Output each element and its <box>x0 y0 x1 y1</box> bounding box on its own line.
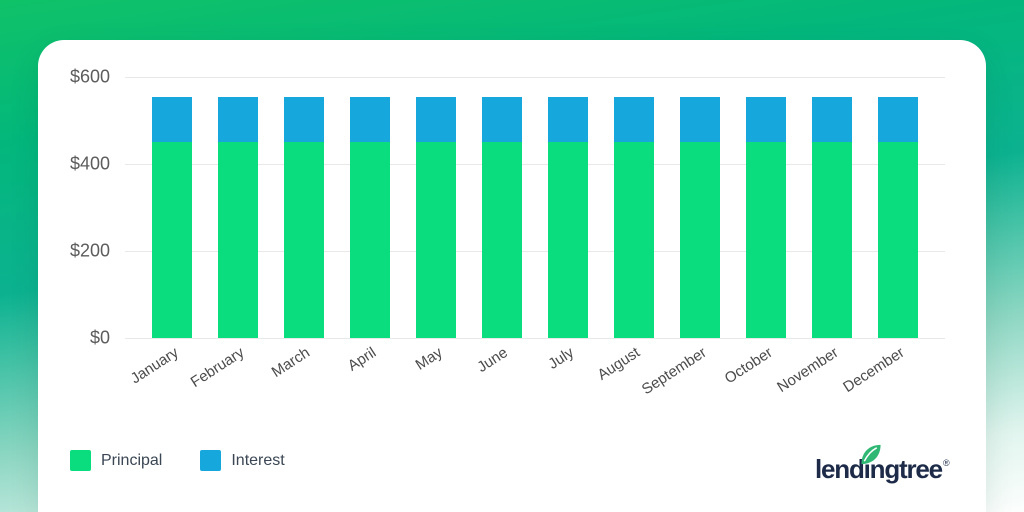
bar-segment-interest <box>812 96 852 143</box>
bar-segment-interest <box>614 96 654 143</box>
bar-october <box>746 96 786 338</box>
x-axis-labels: January February March April May June July Augu… <box>125 344 945 439</box>
bar-segment-interest <box>284 96 324 143</box>
bar-segment-principal <box>482 142 522 338</box>
y-tick-label: $200 <box>69 240 110 261</box>
bar-segment-interest <box>746 96 786 143</box>
y-tick-label: $600 <box>69 66 110 87</box>
x-tick: December <box>738 344 907 396</box>
bar-segment-interest <box>152 96 192 143</box>
bar-segment-interest <box>416 96 456 143</box>
chart-legend: Principal Interest <box>70 450 285 471</box>
bar-segment-principal <box>548 142 588 338</box>
registered-mark: ® <box>942 458 950 468</box>
gridline <box>125 164 945 165</box>
bar-segment-principal <box>614 142 654 338</box>
logo-text: lendingtree <box>815 454 943 484</box>
bar-segment-interest <box>350 96 390 143</box>
bar-january <box>152 96 192 338</box>
legend-swatch <box>200 450 222 471</box>
bar-april <box>350 96 390 338</box>
legend-label: Principal <box>101 451 163 469</box>
legend-label: Interest <box>231 451 285 469</box>
bar-segment-interest <box>218 96 258 143</box>
lendingtree-logo: lendingtree® <box>815 444 950 490</box>
plot-area <box>125 77 945 339</box>
bar-august <box>614 96 654 338</box>
gridline <box>125 77 945 78</box>
bar-segment-interest <box>548 96 588 143</box>
bar-segment-interest <box>878 96 918 143</box>
bar-segment-principal <box>878 142 918 338</box>
bar-segment-principal <box>416 142 456 338</box>
bar-june <box>482 96 522 338</box>
bar-segment-principal <box>284 142 324 338</box>
bar-september <box>680 96 720 338</box>
y-tick-label: $400 <box>69 153 110 174</box>
leaf-icon <box>861 444 881 465</box>
bar-july <box>548 96 588 338</box>
y-axis-labels: $600 $400 $200 $0 <box>38 67 110 348</box>
bar-segment-principal <box>812 142 852 338</box>
bar-may <box>416 96 456 338</box>
chart-card: $600 $400 $200 $0 January February March April… <box>38 40 986 512</box>
gridline <box>125 338 945 339</box>
y-tick-label: $0 <box>89 327 110 348</box>
bar-segment-principal <box>680 142 720 338</box>
legend-swatch <box>70 450 91 471</box>
bar-segment-principal <box>152 142 192 338</box>
legend-item-principal: Principal <box>70 450 162 471</box>
bar-segment-principal <box>350 142 390 338</box>
bar-segment-interest <box>680 96 720 143</box>
bar-november <box>812 96 852 338</box>
gridline <box>125 251 945 252</box>
legend-item-interest: Interest <box>200 450 285 471</box>
bar-segment-interest <box>482 96 522 143</box>
x-tick-label: December <box>839 344 908 396</box>
bar-segment-principal <box>218 142 258 338</box>
bar-february <box>218 96 258 338</box>
bar-march <box>284 96 324 338</box>
bar-segment-principal <box>746 142 786 338</box>
bar-december <box>878 96 918 338</box>
